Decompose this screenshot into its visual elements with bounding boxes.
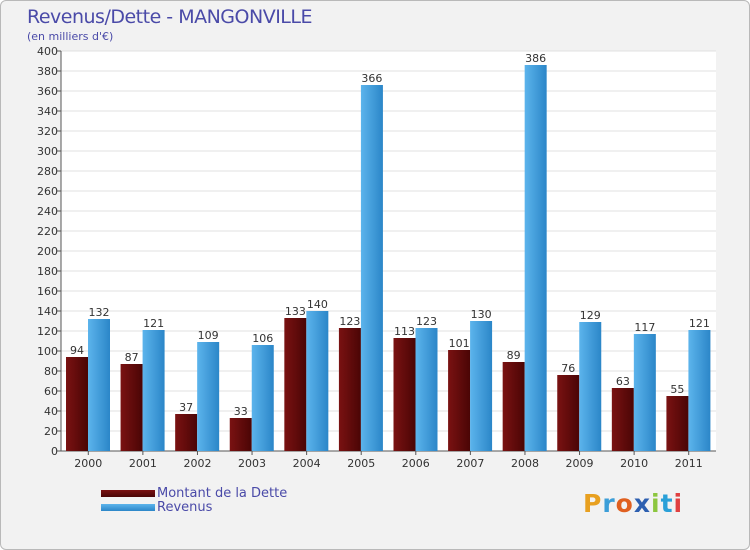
logo-letter: t	[660, 489, 674, 518]
data-label: 55	[670, 383, 684, 396]
y-tick-label: 120	[37, 325, 58, 338]
logo-letter: P	[583, 489, 603, 518]
bar-dette	[338, 328, 361, 451]
data-label: 132	[89, 306, 110, 319]
y-tick-label: 300	[37, 145, 58, 158]
bar-revenus	[197, 342, 220, 451]
y-tick-label: 20	[44, 425, 58, 438]
logo-letter: o	[615, 489, 634, 518]
y-tick-label: 400	[37, 45, 58, 58]
bar-dette	[666, 396, 689, 451]
data-label: 121	[143, 317, 164, 330]
x-tick-label: 2008	[511, 457, 539, 470]
y-tick-label: 340	[37, 105, 58, 118]
y-tick-label: 240	[37, 205, 58, 218]
y-tick-label: 260	[37, 185, 58, 198]
x-tick-label: 2011	[675, 457, 703, 470]
data-label: 101	[449, 337, 470, 350]
data-label: 121	[689, 317, 710, 330]
bar-revenus	[306, 311, 329, 451]
bar-dette	[393, 338, 416, 451]
legend-swatch-revenus	[101, 504, 155, 511]
y-tick-label: 320	[37, 125, 58, 138]
bar-revenus	[579, 322, 602, 451]
bar-dette	[448, 350, 471, 451]
logo-letter: i	[651, 489, 661, 518]
bar-revenus	[88, 319, 110, 451]
y-tick-label: 0	[51, 445, 58, 458]
bar-dette	[66, 357, 88, 451]
proxiti-logo: Proxiti	[583, 489, 683, 518]
y-tick-label: 80	[44, 365, 58, 378]
data-label: 94	[70, 344, 84, 357]
bar-dette	[557, 375, 580, 451]
bar-dette	[229, 418, 252, 451]
chart-subtitle: (en milliers d'€)	[27, 30, 114, 43]
data-label: 123	[416, 315, 437, 328]
logo-letter: x	[633, 489, 651, 518]
chart-title: Revenus/Dette - MANGONVILLE	[27, 6, 312, 28]
x-tick-label: 2004	[293, 457, 321, 470]
logo-letter: r	[602, 489, 616, 518]
data-label: 106	[252, 332, 273, 345]
x-tick-label: 2001	[129, 457, 157, 470]
y-tick-label: 200	[37, 245, 58, 258]
bar-dette	[284, 318, 307, 451]
y-tick-label: 180	[37, 265, 58, 278]
data-label: 37	[179, 401, 193, 414]
bar-revenus	[688, 330, 711, 451]
bar-dette	[611, 388, 634, 451]
y-tick-label: 40	[44, 405, 58, 418]
data-label: 89	[507, 349, 521, 362]
x-tick-label: 2003	[238, 457, 266, 470]
legend-swatch-dette	[101, 490, 155, 497]
x-tick-label: 2000	[74, 457, 102, 470]
x-tick-label: 2010	[620, 457, 648, 470]
data-label: 366	[361, 72, 382, 85]
legend-label-revenus: Revenus	[157, 500, 213, 515]
data-label: 87	[125, 351, 139, 364]
x-tick-label: 2002	[183, 457, 211, 470]
y-tick-label: 140	[37, 305, 58, 318]
x-tick-label: 2009	[566, 457, 594, 470]
y-tick-label: 220	[37, 225, 58, 238]
bar-revenus	[251, 345, 274, 451]
bar-revenus	[524, 65, 547, 451]
data-label: 113	[394, 325, 415, 338]
data-label: 76	[561, 362, 575, 375]
data-label: 386	[525, 52, 546, 65]
y-tick-label: 60	[44, 385, 58, 398]
data-label: 129	[580, 309, 601, 322]
data-label: 109	[198, 329, 219, 342]
x-tick-label: 2007	[456, 457, 484, 470]
y-tick-label: 160	[37, 285, 58, 298]
data-label: 130	[471, 308, 492, 321]
x-tick-label: 2006	[402, 457, 430, 470]
legend-label-dette: Montant de la Dette	[157, 486, 288, 501]
y-tick-label: 360	[37, 85, 58, 98]
y-tick-label: 280	[37, 165, 58, 178]
bar-revenus	[470, 321, 493, 451]
bar-revenus	[415, 328, 438, 451]
data-label: 123	[339, 315, 360, 328]
data-label: 117	[634, 321, 655, 334]
bar-revenus	[360, 85, 383, 451]
data-label: 63	[616, 375, 630, 388]
data-label: 140	[307, 298, 328, 311]
x-tick-label: 2005	[347, 457, 375, 470]
bar-dette	[175, 414, 198, 451]
y-tick-label: 380	[37, 65, 58, 78]
bar-dette	[120, 364, 143, 451]
data-label: 33	[234, 405, 248, 418]
bar-revenus	[633, 334, 656, 451]
logo-letter: i	[673, 489, 684, 518]
data-label: 133	[285, 305, 306, 318]
y-tick-label: 100	[37, 345, 58, 358]
bar-revenus	[142, 330, 165, 451]
bar-dette	[502, 362, 525, 451]
